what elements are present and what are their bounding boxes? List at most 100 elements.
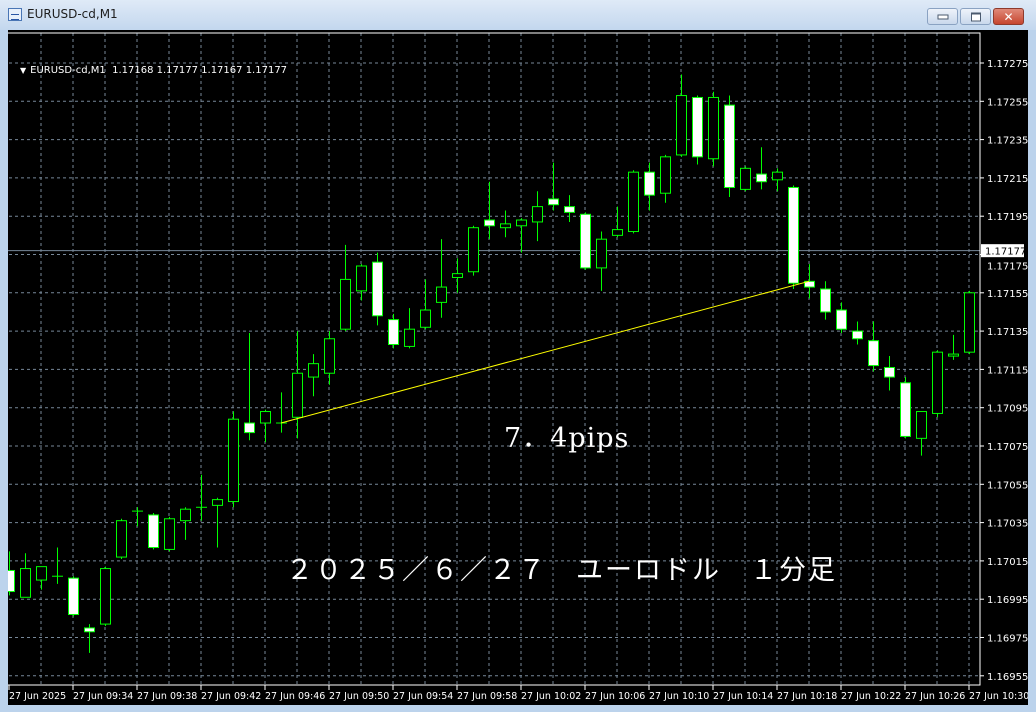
candle	[884, 355, 895, 391]
candle	[468, 225, 479, 276]
ohlc-readout: 1.17168 1.17177 1.17167 1.17177	[112, 65, 288, 76]
candle-body-bull	[500, 223, 511, 229]
candle	[228, 411, 239, 508]
candle-body-bear	[8, 569, 15, 593]
candle-body-bull	[180, 508, 191, 522]
candle	[500, 210, 511, 238]
y-tick-label: 1.17195	[987, 212, 1028, 223]
candle	[164, 516, 175, 552]
candle-body-bull	[660, 156, 671, 194]
close-icon: ✕	[1003, 9, 1014, 24]
candle	[484, 181, 495, 240]
candle-body-bear	[564, 206, 575, 213]
candle-body-bull	[916, 411, 927, 439]
candle-body-bear	[900, 382, 911, 437]
y-tick-label: 1.16995	[987, 595, 1028, 606]
candle	[388, 313, 399, 349]
candle	[740, 166, 751, 192]
candle	[772, 168, 783, 192]
x-tick-label: 27 Jun 09:34	[73, 691, 133, 702]
candle-body-bear	[836, 309, 847, 330]
candle	[132, 507, 143, 527]
candle-body-bear	[372, 261, 383, 317]
candle	[644, 162, 655, 211]
candles	[8, 74, 980, 653]
candle-body-bull	[676, 95, 687, 156]
candle	[68, 576, 79, 617]
window-title: EURUSD-cd,M1	[27, 7, 118, 21]
candle-body-bear	[820, 288, 831, 313]
title-bar: EURUSD-cd,M1 ✕	[0, 0, 1036, 30]
candle-body-bull	[164, 518, 175, 550]
pips-annotation: 7．4pips	[504, 423, 630, 454]
candle-body-bull	[260, 411, 271, 424]
chart-window-icon	[8, 8, 22, 21]
x-tick-label: 27 Jun 10:02	[521, 691, 581, 702]
candle-body-bull	[772, 171, 783, 181]
candle	[52, 547, 63, 584]
candle-body-bull	[340, 278, 351, 330]
candle	[292, 331, 303, 439]
candle	[404, 308, 415, 349]
y-tick-label: 1.17275	[987, 59, 1028, 70]
candle-body-bear	[580, 213, 591, 269]
x-tick-label: 27 Jun 10:06	[585, 691, 645, 702]
candle	[36, 566, 47, 590]
candle-body-bull	[356, 265, 367, 292]
candle-body-bear	[724, 104, 735, 188]
candle-body-bull	[964, 292, 975, 353]
restore-button[interactable]	[960, 8, 991, 25]
candle	[100, 566, 111, 627]
candle-body-bear	[484, 219, 495, 227]
candle	[788, 185, 799, 289]
candle	[580, 212, 591, 270]
candle-body-bull	[436, 286, 447, 303]
candle	[708, 91, 719, 167]
candle-body-bear	[756, 173, 767, 183]
restore-icon	[970, 12, 981, 21]
candle	[820, 281, 831, 320]
candle	[916, 411, 927, 456]
candle	[852, 321, 863, 345]
candle	[20, 553, 31, 598]
close-button[interactable]: ✕	[993, 8, 1024, 25]
candle-body-bear	[804, 280, 815, 288]
dropdown-triangle-icon[interactable]: ▼	[20, 66, 27, 75]
candle	[628, 170, 639, 234]
y-tick-label: 1.17155	[987, 289, 1028, 300]
candle	[308, 354, 319, 397]
candle	[372, 252, 383, 326]
candle	[964, 290, 975, 355]
candle-body-bull	[324, 338, 335, 374]
x-tick-label: 27 Jun 09:58	[457, 691, 517, 702]
minimize-button[interactable]	[927, 8, 958, 25]
candle-body-bull	[516, 219, 527, 227]
candle	[148, 513, 159, 550]
x-tick-label: 27 Jun 10:18	[777, 691, 837, 702]
candle-body-bear	[244, 422, 255, 434]
candle	[116, 518, 127, 559]
axes: 1.17275 1.17255 1.17235 1.17215 1.17195 1.171…	[8, 32, 1028, 702]
y-tick-label: 1.17115	[987, 365, 1028, 376]
candle-body-bear	[852, 330, 863, 340]
candle	[900, 377, 911, 439]
x-tick-label: 27 Jun 10:30	[969, 691, 1028, 702]
y-tick-label: 1.17235	[987, 136, 1028, 147]
candle-body-bear	[644, 171, 655, 196]
x-tick-label: 27 Jun 10:26	[905, 691, 965, 702]
candle	[836, 302, 847, 334]
candle-body-bull	[228, 418, 239, 503]
candle-body-bull	[404, 328, 415, 347]
candle-body-bear	[548, 198, 559, 206]
candle-body-bear	[884, 366, 895, 378]
candle	[532, 191, 543, 242]
candle	[516, 218, 527, 253]
current-price-badge	[981, 244, 1024, 258]
candle	[596, 231, 607, 291]
x-tick-label: 27 Jun 09:38	[137, 691, 197, 702]
chart-header: ▼ EURUSD-cd,M1 1.17168 1.17177 1.17167 1.…	[20, 65, 287, 76]
candle-body-bull	[612, 229, 623, 236]
chart-area[interactable]: 1.17275 1.17255 1.17235 1.17215 1.17195 1.171…	[8, 30, 1028, 705]
candle	[196, 474, 207, 521]
candle	[8, 551, 15, 596]
